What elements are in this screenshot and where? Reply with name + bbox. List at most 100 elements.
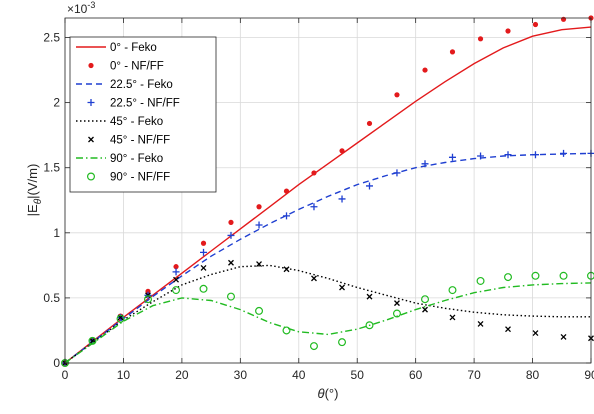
legend-item: 90° - Feko bbox=[76, 153, 163, 165]
plot-frame bbox=[64, 17, 592, 364]
x-tick-label: 30 bbox=[234, 368, 248, 382]
legend-item: 22.5° - Feko bbox=[76, 79, 173, 91]
y-tick-label: 0 bbox=[53, 356, 60, 370]
data-point bbox=[365, 321, 374, 330]
legend-item: 22.5° - NF/FF bbox=[87, 98, 180, 110]
data-point bbox=[338, 338, 347, 347]
data-point bbox=[283, 188, 290, 194]
data-point bbox=[283, 266, 290, 273]
data-point bbox=[200, 248, 208, 256]
y-tick-label: 1 bbox=[53, 226, 60, 240]
data-point bbox=[228, 259, 234, 266]
series-7 bbox=[64, 282, 592, 364]
data-point bbox=[422, 67, 428, 73]
data-point bbox=[394, 92, 400, 98]
series-layer bbox=[60, 15, 594, 368]
legend-label: 90° - NF/FF bbox=[110, 172, 170, 184]
data-point bbox=[448, 286, 457, 295]
y-exponent-base: ×10 bbox=[67, 2, 88, 16]
data-point bbox=[339, 284, 345, 291]
data-point bbox=[421, 160, 429, 168]
legend-label: 22.5° - Feko bbox=[110, 79, 173, 91]
x-axis-label-main: θ bbox=[318, 386, 325, 401]
data-point bbox=[256, 261, 262, 268]
y-tick-label: 2.5 bbox=[43, 31, 60, 45]
x-axis-label-unit: (°) bbox=[325, 386, 339, 401]
x-tick-label: 60 bbox=[409, 368, 423, 382]
series-8 bbox=[60, 271, 594, 368]
data-point bbox=[422, 306, 428, 313]
data-point bbox=[365, 182, 373, 190]
data-point bbox=[560, 16, 567, 22]
y-axis-label-unit: |(V/m) bbox=[25, 164, 40, 199]
data-point bbox=[366, 120, 373, 127]
data-point bbox=[393, 169, 401, 177]
data-point bbox=[394, 300, 400, 307]
data-point bbox=[227, 231, 235, 239]
legend-item: 45° - NF/FF bbox=[88, 135, 170, 147]
legend-item: 0° - Feko bbox=[76, 42, 157, 54]
data-point bbox=[392, 309, 401, 318]
data-point bbox=[173, 264, 179, 270]
series-3 bbox=[64, 152, 592, 364]
legend-box bbox=[69, 36, 217, 193]
legend-label: 90° - Feko bbox=[110, 153, 163, 165]
data-point bbox=[311, 275, 317, 282]
data-point bbox=[559, 271, 568, 280]
data-point bbox=[504, 273, 513, 282]
y-axis-label-sub: θ bbox=[33, 198, 44, 204]
data-point bbox=[226, 292, 235, 301]
data-point bbox=[366, 293, 373, 300]
data-point bbox=[88, 336, 97, 345]
data-point bbox=[532, 21, 539, 28]
data-point bbox=[282, 326, 291, 335]
y-exponent-label: ×10-3 bbox=[67, 0, 95, 16]
y-tick-label: 0.5 bbox=[43, 291, 60, 305]
legend-label: 0° - Feko bbox=[110, 42, 157, 54]
data-point bbox=[173, 276, 180, 283]
data-point bbox=[477, 36, 484, 42]
data-point bbox=[309, 342, 318, 351]
data-point bbox=[255, 221, 263, 229]
series-4 bbox=[61, 149, 594, 367]
x-tick-label: 50 bbox=[351, 368, 365, 382]
legend-label: 0° - NF/FF bbox=[110, 61, 164, 73]
data-point bbox=[505, 326, 511, 333]
data-point bbox=[477, 152, 485, 160]
data-point bbox=[339, 148, 345, 154]
data-point bbox=[228, 219, 234, 225]
data-point bbox=[505, 28, 511, 34]
x-tick-label: 0 bbox=[62, 368, 69, 382]
data-point bbox=[199, 284, 208, 293]
data-point bbox=[532, 330, 539, 337]
data-point bbox=[448, 153, 456, 161]
data-point bbox=[421, 295, 430, 304]
legend-item: 90° - NF/FF bbox=[86, 172, 170, 184]
data-point bbox=[476, 276, 485, 285]
data-point bbox=[255, 306, 264, 315]
data-point bbox=[449, 49, 456, 55]
data-point bbox=[172, 268, 180, 276]
data-point bbox=[200, 240, 207, 246]
data-point bbox=[143, 295, 152, 304]
legend-marker bbox=[87, 99, 95, 106]
data-point bbox=[283, 212, 291, 220]
data-point bbox=[531, 271, 540, 280]
x-tick-label: 90 bbox=[584, 368, 594, 382]
legend: 0° - Feko 0° - NF/FF 22.5° - Feko 22.5° - N… bbox=[69, 36, 217, 193]
data-point bbox=[200, 265, 207, 271]
data-point bbox=[256, 204, 262, 210]
x-tick-label: 40 bbox=[292, 368, 306, 382]
legend-marker bbox=[88, 136, 94, 143]
ticks: 0 10 20 30 40 50 60 70 80 90 0 0.5 1 1.5 2 2.5 bbox=[43, 18, 594, 382]
data-point bbox=[477, 320, 484, 327]
series-line bbox=[64, 26, 592, 364]
x-tick-label: 70 bbox=[467, 368, 481, 382]
y-axis-label: |Eθ|(V/m) bbox=[25, 164, 44, 217]
data-point bbox=[504, 151, 512, 159]
x-tick-label: 20 bbox=[175, 368, 189, 382]
data-point bbox=[338, 195, 346, 203]
data-point bbox=[145, 288, 151, 294]
y-tick-label: 2 bbox=[53, 96, 60, 110]
